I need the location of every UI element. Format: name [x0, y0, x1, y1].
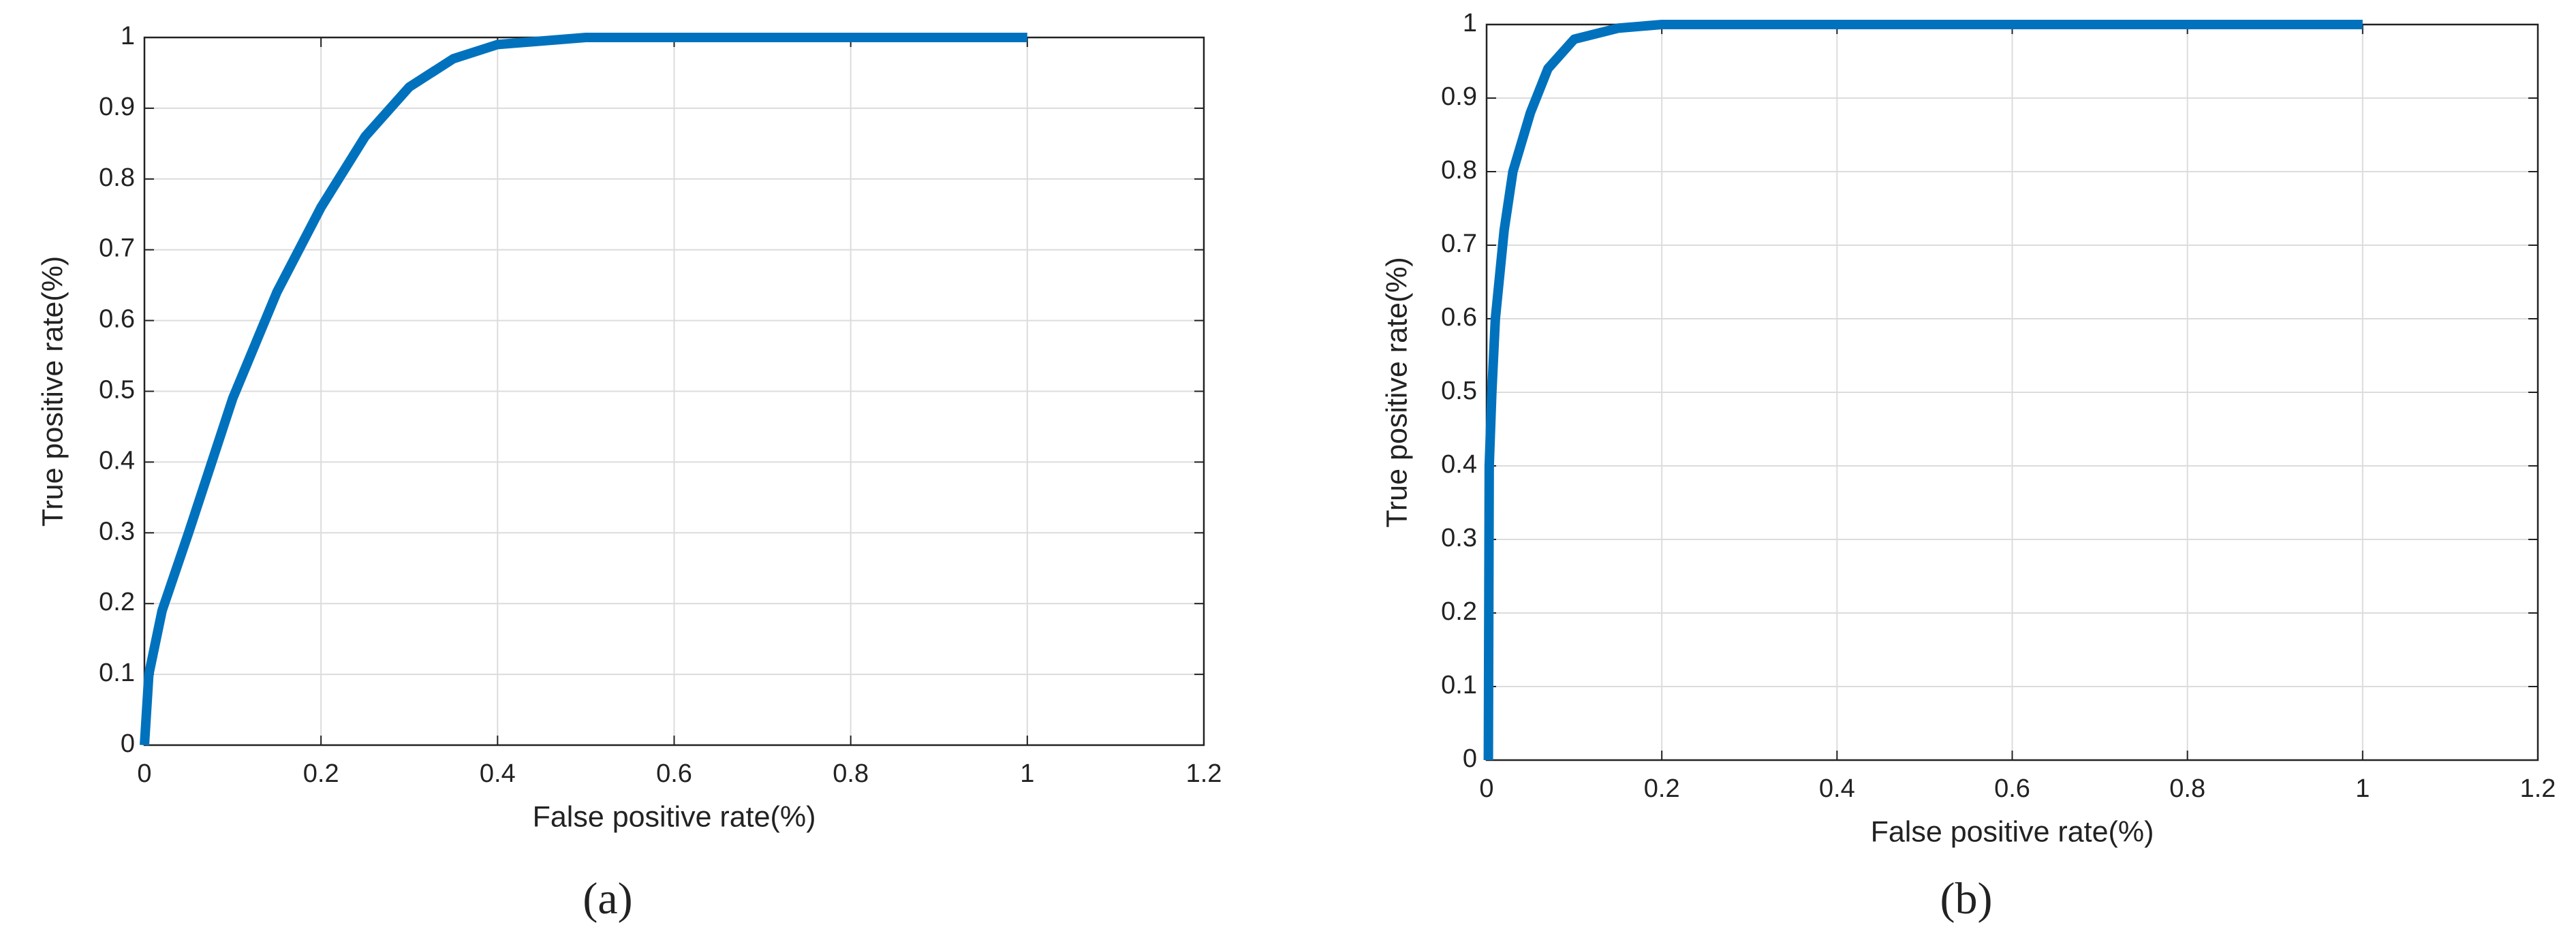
x-tick-label: 1: [2355, 774, 2370, 803]
y-tick-label: 0.4: [99, 446, 135, 475]
panel-label: (a): [583, 874, 632, 924]
x-axis-label: False positive rate(%): [533, 800, 816, 833]
y-tick-label: 0.6: [99, 305, 135, 334]
y-tick-label: 1: [1463, 9, 1477, 37]
y-axis-label: True positive rate(%): [36, 256, 69, 526]
y-tick-label: 0.6: [1441, 303, 1477, 332]
y-tick-label: 0.4: [1441, 450, 1477, 479]
x-tick-label: 0.4: [480, 759, 516, 788]
x-tick-label: 0.2: [1644, 774, 1680, 803]
y-tick-label: 0: [121, 729, 135, 758]
y-tick-label: 0.5: [1441, 377, 1477, 405]
x-tick-label: 1.2: [2520, 774, 2556, 803]
y-tick-label: 0.3: [1441, 524, 1477, 552]
y-tick-label: 0.7: [1441, 230, 1477, 258]
y-tick-label: 0.8: [1441, 156, 1477, 185]
roc-curve: [140, 33, 1027, 746]
x-tick-label: 0.6: [656, 759, 692, 788]
x-tick-label: 0.8: [2169, 774, 2205, 803]
y-tick-label: 0.9: [99, 93, 135, 121]
y-tick-label: 0.3: [99, 517, 135, 546]
x-axis-label: False positive rate(%): [1871, 815, 2154, 848]
y-tick-label: 0.2: [1441, 597, 1477, 626]
x-tick-label: 0.4: [1819, 774, 1855, 803]
y-tick-label: 0.2: [99, 588, 135, 616]
y-tick-label: 0.9: [1441, 82, 1477, 111]
y-tick-label: 0.8: [99, 163, 135, 192]
y-tick-label: 0.1: [1441, 671, 1477, 699]
y-tick-label: 0.5: [99, 376, 135, 405]
x-tick-label: 1: [1020, 759, 1034, 788]
y-tick-label: 0.1: [99, 659, 135, 687]
x-tick-label: 1.2: [1186, 759, 1222, 788]
y-tick-label: 1: [121, 22, 135, 50]
x-tick-label: 0: [137, 759, 151, 788]
x-tick-label: 0: [1479, 774, 1493, 803]
x-tick-label: 0.2: [303, 759, 339, 788]
roc-curve: [1483, 20, 2363, 761]
y-axis-label: True positive rate(%): [1380, 257, 1413, 527]
y-tick-label: 0: [1463, 744, 1477, 773]
x-tick-label: 0.8: [833, 759, 869, 788]
panel-label: (b): [1940, 874, 1993, 924]
y-tick-label: 0.7: [99, 234, 135, 263]
x-tick-label: 0.6: [1994, 774, 2030, 803]
